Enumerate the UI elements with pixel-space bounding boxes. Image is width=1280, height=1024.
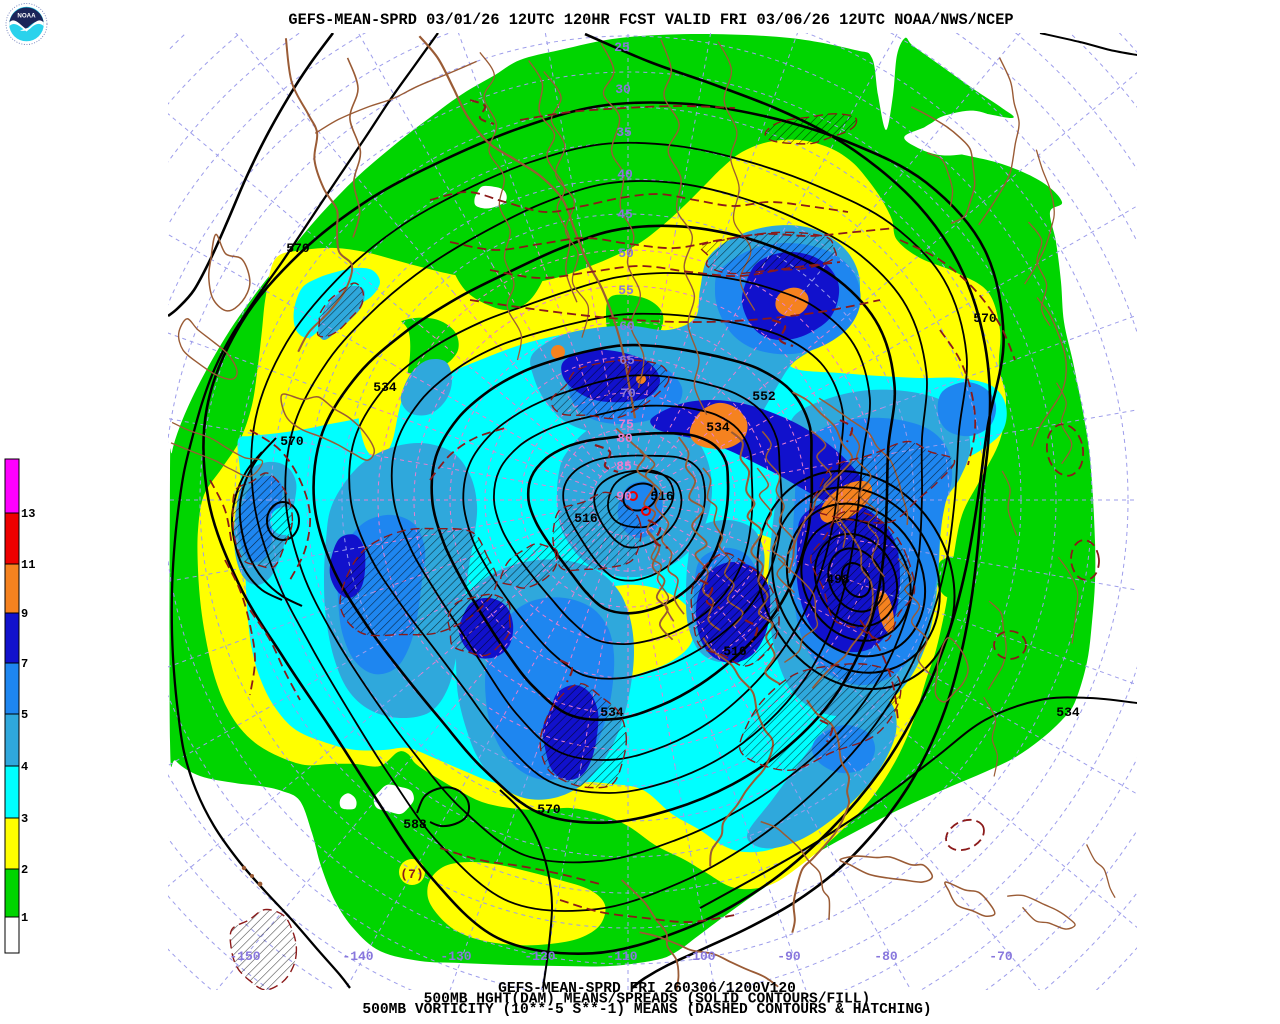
svg-text:NOAA: NOAA [17, 13, 36, 20]
svg-text:50: 50 [618, 246, 634, 261]
svg-text:3: 3 [21, 812, 28, 826]
svg-text:570: 570 [286, 241, 310, 256]
svg-text:1: 1 [21, 911, 28, 925]
svg-text:13: 13 [21, 507, 35, 521]
svg-text:70: 70 [620, 386, 636, 401]
svg-text:588: 588 [403, 817, 427, 832]
svg-text:534: 534 [373, 380, 397, 395]
svg-text:45: 45 [617, 207, 633, 222]
svg-text:GEFS-MEAN-SPRD FRI 260306/1200: GEFS-MEAN-SPRD FRI 260306/1200V120 [498, 981, 796, 997]
svg-text:60: 60 [619, 319, 635, 334]
svg-text:570: 570 [537, 802, 561, 817]
svg-text:2: 2 [21, 863, 28, 877]
svg-text:500MB VORTICITY (10**-5 S**-1): 500MB VORTICITY (10**-5 S**-1) MEANS (DA… [362, 1002, 931, 1018]
svg-text:534: 534 [706, 420, 730, 435]
svg-text:552: 552 [752, 389, 776, 404]
svg-text:40: 40 [617, 167, 633, 182]
svg-text:7: 7 [21, 657, 28, 671]
svg-text:-120: -120 [524, 949, 555, 964]
svg-text:-140: -140 [342, 949, 373, 964]
svg-text:534: 534 [1056, 705, 1080, 720]
svg-text:516: 516 [650, 489, 674, 504]
svg-text:570: 570 [280, 434, 304, 449]
svg-text:85: 85 [616, 459, 632, 474]
svg-text:-80: -80 [874, 949, 898, 964]
svg-text:GEFS-MEAN-SPRD 03/01/26 12UTC: GEFS-MEAN-SPRD 03/01/26 12UTC 120HR FCST… [288, 11, 1013, 29]
svg-text:4: 4 [21, 760, 28, 774]
svg-text:30: 30 [615, 82, 631, 97]
svg-text:(7): (7) [400, 867, 423, 882]
svg-text:11: 11 [21, 558, 35, 572]
svg-text:-70: -70 [989, 949, 1013, 964]
svg-text:9: 9 [21, 607, 28, 621]
svg-text:-100: -100 [684, 949, 715, 964]
svg-text:80: 80 [617, 431, 633, 446]
svg-text:55: 55 [618, 283, 634, 298]
svg-text:-90: -90 [777, 949, 801, 964]
svg-text:65: 65 [619, 353, 635, 368]
svg-text:-110: -110 [606, 949, 637, 964]
svg-text:500MB HGHT(DAM) MEANS/SPREADS: 500MB HGHT(DAM) MEANS/SPREADS (SOLID CON… [424, 992, 871, 1008]
svg-text:570: 570 [973, 311, 997, 326]
svg-text:-150: -150 [229, 949, 260, 964]
svg-text:90: 90 [616, 489, 632, 504]
svg-text:35: 35 [616, 125, 632, 140]
svg-text:-130: -130 [440, 949, 471, 964]
svg-text:25: 25 [614, 40, 630, 55]
svg-text:75: 75 [618, 417, 634, 432]
svg-text:5: 5 [21, 708, 28, 722]
